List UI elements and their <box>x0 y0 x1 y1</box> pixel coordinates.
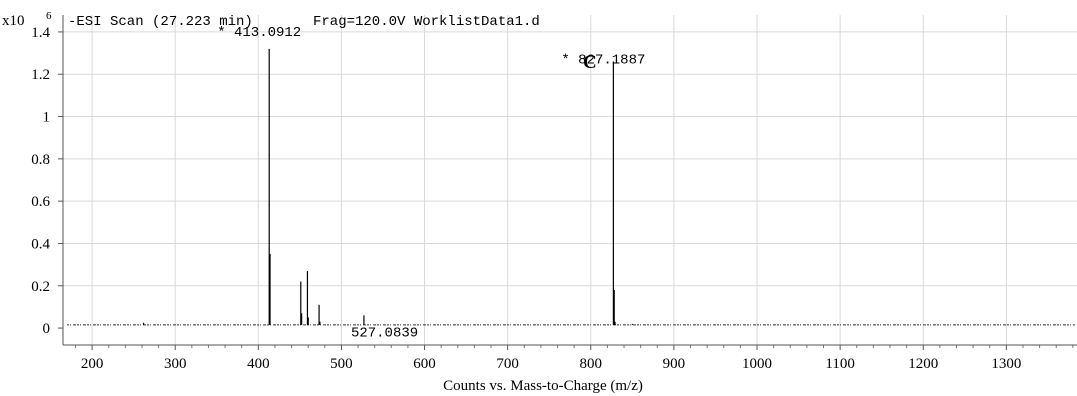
x-tick-label: 300 <box>164 356 187 372</box>
panel-label: C <box>583 52 597 73</box>
x-axis-label: Counts vs. Mass-to-Charge (m/z) <box>443 378 643 394</box>
peak-label: * 413.0912 <box>217 25 301 41</box>
x-tick-label: 400 <box>247 356 270 372</box>
x-tick-label: 700 <box>496 356 519 372</box>
y-tick-label: 1 <box>43 110 51 126</box>
x-tick-label: 900 <box>663 356 686 372</box>
y-tick-label: 1.2 <box>31 67 50 83</box>
y-tick-label: 0.8 <box>31 152 50 168</box>
y-tick-label: 1.4 <box>31 25 50 41</box>
scan-info: -ESI Scan (27.223 min) <box>68 14 253 30</box>
y-tick-label: 0.6 <box>31 194 50 210</box>
x-tick-label: 1000 <box>742 356 772 372</box>
frag-info: Frag=120.0V WorklistData1.d <box>313 14 540 30</box>
x-tick-label: 200 <box>81 356 104 372</box>
y-tick-label: 0 <box>43 321 51 337</box>
y-multiplier: x10 <box>2 13 25 29</box>
peak-labels: * 413.0912 527.0839 * 827.1887 <box>217 25 645 341</box>
y-tick-label: 0.4 <box>31 236 50 252</box>
x-tick-label: 1300 <box>991 356 1021 372</box>
x-tick-labels: 200 300 400 500 600 700 800 900 1000 1100 1200 1300 <box>81 356 1022 372</box>
peaks <box>67 48 1075 326</box>
x-tick-label: 500 <box>330 356 353 372</box>
y-multiplier-exponent: 6 <box>46 10 52 22</box>
x-tick-label: 800 <box>580 356 603 372</box>
peak-label: * 827.1887 <box>561 53 645 69</box>
x-tick-label: 1200 <box>908 356 938 372</box>
x-tick-label: 1100 <box>825 356 854 372</box>
x-tick-label: 600 <box>413 356 436 372</box>
y-tick-labels: 0 0.2 0.4 0.6 0.8 1 1.2 1.4 <box>31 25 50 337</box>
axes <box>58 15 1077 350</box>
peak-label: 527.0839 <box>351 326 418 342</box>
y-tick-label: 0.2 <box>31 279 50 295</box>
grid <box>63 15 1077 345</box>
